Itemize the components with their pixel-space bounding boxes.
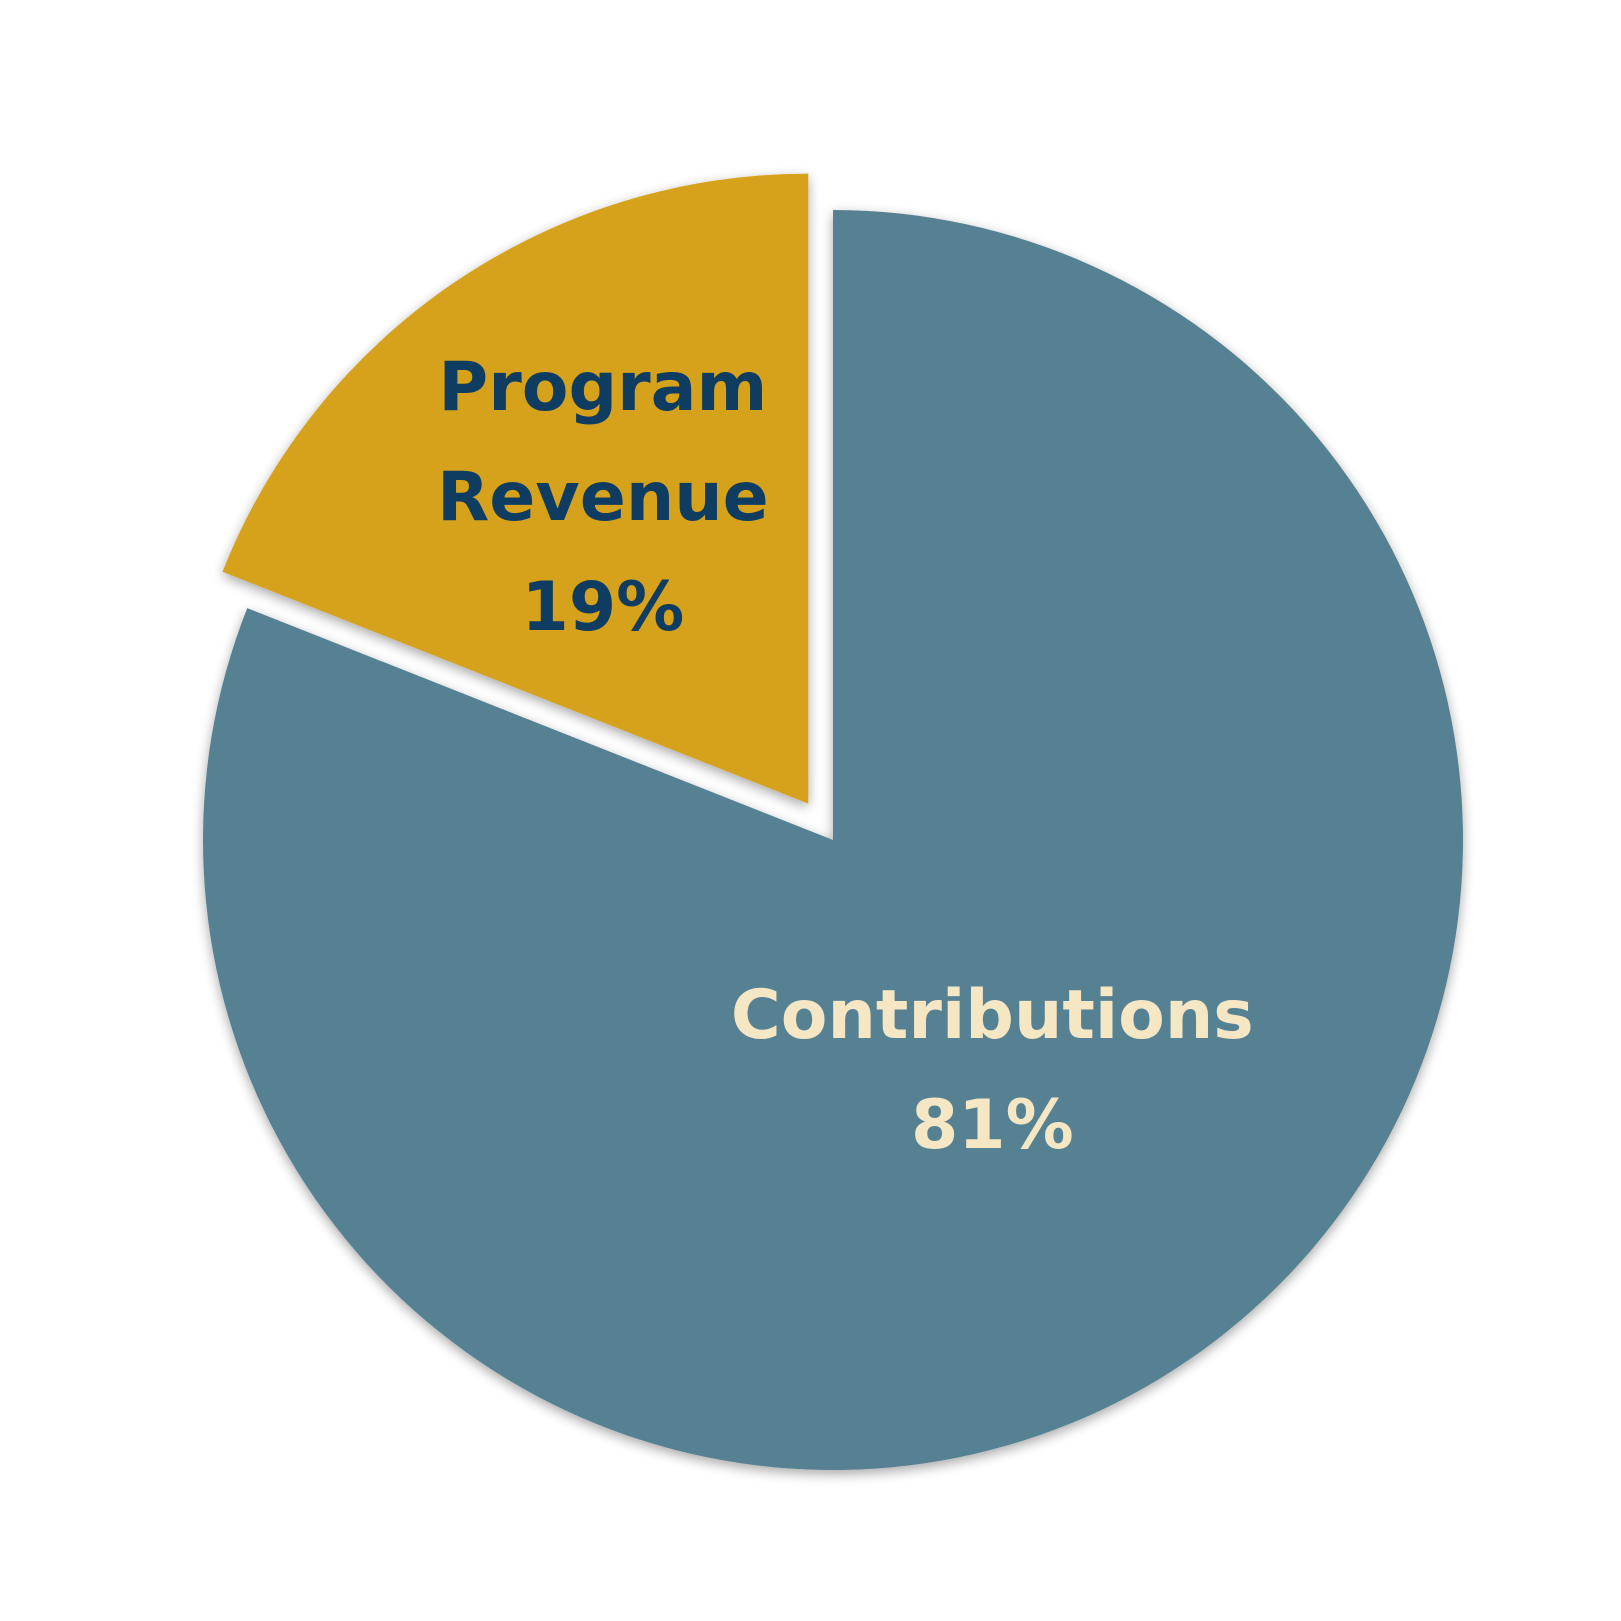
slice-category-label: Revenue [437,458,769,537]
pie-slice-contributions [203,210,1464,1470]
slice-value-label: 81% [911,1086,1074,1165]
slice-category-label: Contributions [731,976,1254,1055]
slice-label-contributions: Contributions 81% [731,976,1254,1165]
slices-layer [203,173,1464,1470]
slice-value-label: 19% [522,568,685,647]
slice-label-program-revenue: Program Revenue 19% [437,348,769,647]
slice-category-label: Program [438,348,767,427]
pie-slice-program-revenue [222,173,809,804]
labels-layer: Contributions 81% Program Revenue 19% [437,348,1254,1165]
